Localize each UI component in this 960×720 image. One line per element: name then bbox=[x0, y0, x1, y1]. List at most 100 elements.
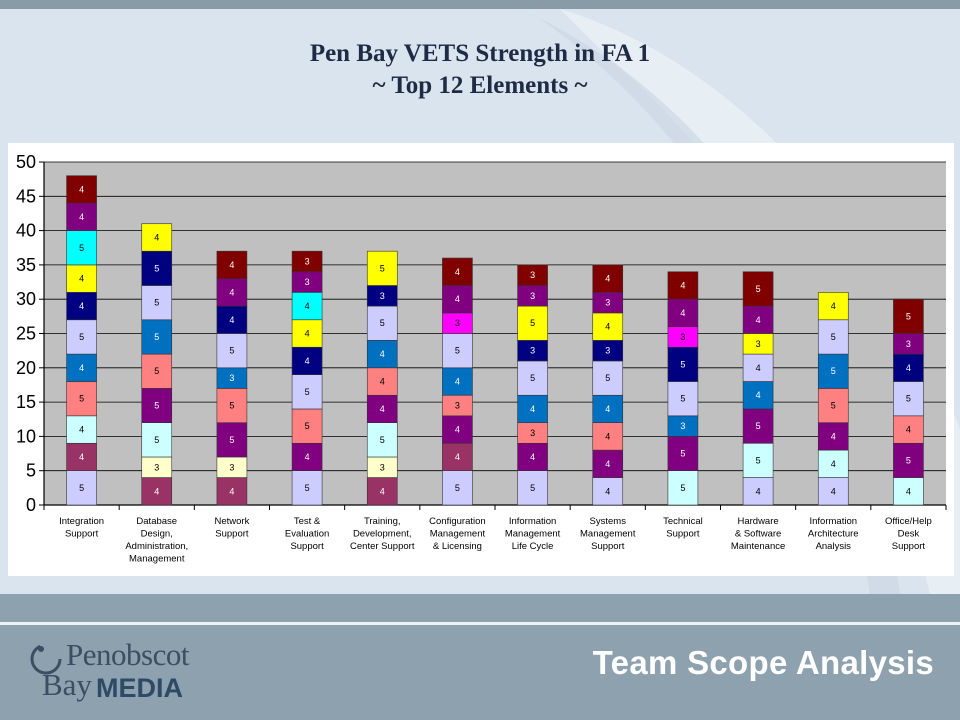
data-label: 4 bbox=[79, 363, 84, 373]
data-label: 4 bbox=[756, 390, 761, 400]
data-label: 3 bbox=[305, 256, 310, 266]
x-tick-label: & Licensing bbox=[433, 541, 482, 552]
bar-segment bbox=[667, 271, 699, 300]
data-label: 4 bbox=[530, 404, 535, 414]
slide-title: Pen Bay VETS Strength in FA 1 ~ Top 12 E… bbox=[0, 38, 960, 102]
bar-segment bbox=[592, 449, 624, 478]
data-label: 5 bbox=[455, 346, 460, 356]
x-tick-label: Configuration bbox=[429, 516, 486, 527]
data-label: 4 bbox=[79, 184, 84, 194]
data-label: 5 bbox=[229, 401, 234, 411]
data-label: 4 bbox=[79, 425, 84, 435]
data-label: 5 bbox=[680, 394, 685, 404]
data-label: 5 bbox=[380, 318, 385, 328]
data-label: 5 bbox=[756, 455, 761, 465]
data-label: 5 bbox=[154, 298, 159, 308]
bar-segment bbox=[893, 381, 924, 417]
data-label: 4 bbox=[831, 459, 836, 469]
bar-segment bbox=[517, 305, 548, 341]
data-label: 5 bbox=[79, 243, 84, 253]
x-tick-label: & Software bbox=[735, 529, 781, 540]
data-label: 4 bbox=[605, 404, 610, 414]
data-label: 3 bbox=[906, 339, 911, 349]
x-tick-label: Training, bbox=[364, 516, 401, 527]
data-label: 3 bbox=[530, 346, 535, 356]
bar-segment bbox=[141, 388, 173, 423]
data-label: 4 bbox=[79, 301, 84, 311]
x-tick-label: Management bbox=[129, 554, 185, 565]
data-label: 5 bbox=[530, 483, 535, 493]
logo-text-penobscot: Penobscot bbox=[66, 637, 189, 672]
bar-segment bbox=[291, 470, 323, 506]
data-label: 4 bbox=[756, 315, 761, 325]
bar-segment bbox=[817, 477, 849, 506]
data-label: 5 bbox=[680, 483, 685, 493]
bar-stack: 5 4 4 3 4 5 3 4 4 bbox=[442, 257, 473, 506]
bar-segment bbox=[817, 388, 849, 423]
bar-segment bbox=[216, 333, 248, 369]
x-tick-label: Support bbox=[215, 529, 249, 540]
x-tick-label: Support bbox=[892, 541, 926, 552]
bar-segment bbox=[291, 319, 323, 348]
bar-stack: 4 3 5 5 3 5 4 4 4 bbox=[216, 250, 248, 506]
bar-segment bbox=[893, 298, 924, 334]
bar-segment bbox=[66, 264, 97, 293]
data-label: 4 bbox=[455, 452, 460, 462]
data-label: 5 bbox=[680, 359, 685, 369]
bar-segment bbox=[893, 415, 924, 444]
x-tick-label: Analysis bbox=[816, 541, 852, 552]
data-label: 5 bbox=[154, 401, 159, 411]
data-label: 3 bbox=[605, 346, 610, 356]
data-label: 5 bbox=[380, 263, 385, 273]
bar-segment bbox=[66, 292, 97, 321]
y-tick-label: 45 bbox=[16, 186, 36, 206]
footer-band: Penobscot Bay MEDIA Team Scope Analysis bbox=[0, 594, 960, 720]
data-label: 4 bbox=[455, 377, 460, 387]
data-label: 5 bbox=[305, 483, 310, 493]
bar-segment bbox=[216, 477, 248, 506]
x-tick-label: Architecture bbox=[808, 529, 859, 540]
data-label: 4 bbox=[756, 363, 761, 373]
footer-title: Team Scope Analysis bbox=[592, 644, 934, 681]
data-label: 4 bbox=[305, 301, 310, 311]
data-label: 5 bbox=[79, 483, 84, 493]
data-label: 4 bbox=[79, 274, 84, 284]
x-tick-label: Network bbox=[214, 516, 249, 527]
bar-segment bbox=[893, 442, 924, 478]
y-tick-label: 30 bbox=[16, 289, 36, 309]
bar-segment bbox=[141, 223, 173, 252]
bar-segment bbox=[667, 381, 699, 417]
x-tick-label: Development, bbox=[353, 529, 412, 540]
data-label: 4 bbox=[305, 329, 310, 339]
y-tick-label: 10 bbox=[16, 426, 36, 446]
data-label: 5 bbox=[680, 449, 685, 459]
x-tick-label: Support bbox=[290, 541, 324, 552]
data-label: 4 bbox=[79, 452, 84, 462]
data-label: 4 bbox=[831, 431, 836, 441]
data-label: 4 bbox=[154, 232, 159, 242]
data-label: 4 bbox=[680, 280, 685, 290]
data-label: 3 bbox=[154, 462, 159, 472]
logo-text-bay: Bay bbox=[42, 667, 92, 702]
x-tick-label: Design, bbox=[141, 529, 173, 540]
bar-segment bbox=[66, 442, 97, 472]
data-label: 5 bbox=[305, 421, 310, 431]
data-label: 4 bbox=[229, 486, 234, 496]
bar-segment bbox=[517, 394, 548, 423]
slide-title-line1: Pen Bay VETS Strength in FA 1 bbox=[309, 40, 651, 67]
penobscot-bay-media-logo: Penobscot Bay MEDIA bbox=[22, 637, 232, 703]
bar-segment bbox=[592, 422, 624, 451]
x-tick-label: Life Cycle bbox=[512, 541, 554, 552]
data-label: 5 bbox=[756, 421, 761, 431]
bar-stack: 5 4 4 5 4 5 4 4 5 4 4 bbox=[66, 175, 97, 506]
x-tick-label: Information bbox=[509, 516, 557, 527]
bar-segment bbox=[141, 250, 173, 286]
data-label: 4 bbox=[831, 486, 836, 496]
data-label: 5 bbox=[906, 455, 911, 465]
bar-segment bbox=[216, 422, 248, 458]
bar-segment bbox=[742, 477, 774, 506]
x-tick-label: Management bbox=[430, 529, 486, 540]
x-tick-label: Systems bbox=[590, 516, 627, 527]
data-label: 3 bbox=[229, 462, 234, 472]
bar-segment bbox=[893, 477, 924, 506]
